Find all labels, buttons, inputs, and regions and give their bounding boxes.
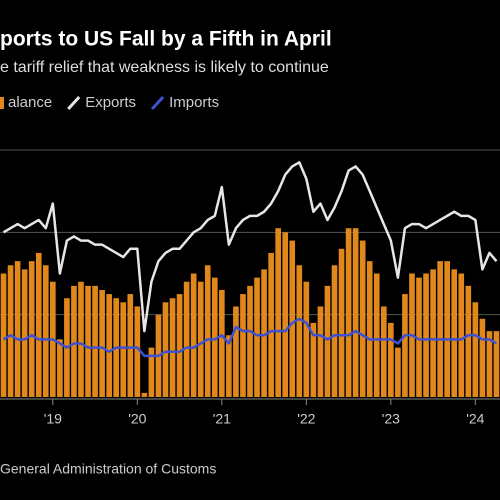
bar	[479, 318, 486, 397]
bar	[190, 273, 197, 397]
bar	[472, 302, 479, 397]
bar	[317, 306, 324, 397]
bar	[451, 269, 458, 397]
bar	[85, 285, 91, 397]
bar	[331, 265, 338, 397]
bar	[289, 240, 296, 397]
bar	[204, 265, 211, 397]
legend: alance Exports Imports	[0, 94, 219, 111]
bar	[28, 261, 35, 397]
line	[2, 317, 498, 358]
bar	[465, 285, 472, 397]
bar	[99, 289, 105, 397]
x-tick-label: '20	[128, 411, 146, 427]
bar	[261, 269, 267, 397]
bar	[162, 302, 169, 397]
bar	[233, 306, 239, 397]
chart-title: ports to US Fall by a Fifth in April	[0, 28, 332, 51]
bar	[324, 285, 331, 397]
bar	[493, 331, 500, 397]
bar	[226, 335, 232, 397]
bar	[275, 228, 281, 397]
bar	[352, 228, 359, 397]
line	[2, 161, 498, 333]
bar	[169, 298, 176, 397]
bar	[134, 306, 141, 397]
bar	[219, 289, 225, 397]
bar	[296, 265, 303, 397]
bar	[240, 294, 246, 397]
bar	[444, 261, 450, 397]
bar	[14, 261, 21, 397]
bar	[345, 228, 352, 397]
bar	[120, 302, 127, 397]
bar	[78, 281, 84, 397]
bar	[211, 277, 218, 397]
bar	[127, 294, 134, 397]
bar	[254, 277, 260, 397]
bar	[486, 331, 493, 397]
bar	[437, 261, 443, 397]
bar	[106, 294, 112, 397]
legend-swatch	[150, 95, 165, 111]
bar	[141, 392, 148, 397]
bar	[310, 322, 317, 397]
bar	[416, 277, 422, 397]
bar	[176, 294, 183, 397]
source: General Administration of Customs	[0, 461, 216, 477]
bar	[380, 306, 387, 397]
bar	[430, 269, 436, 397]
bar	[21, 269, 28, 397]
bar	[282, 232, 289, 397]
chart-subtitle: e tariff relief that weakness is likely …	[0, 59, 329, 76]
bar	[458, 273, 465, 397]
bar	[197, 281, 204, 397]
legend-swatch	[67, 95, 81, 111]
legend-label: Imports	[169, 94, 219, 111]
bar	[268, 252, 274, 397]
legend-swatch	[0, 97, 4, 109]
bar	[247, 285, 253, 397]
x-tick-label: '23	[382, 411, 400, 427]
bar	[388, 322, 394, 397]
bar	[373, 273, 380, 397]
bar	[303, 281, 310, 397]
x-tick-label: '22	[297, 411, 315, 427]
bar	[92, 285, 98, 397]
bar	[366, 261, 373, 397]
bar	[395, 347, 401, 397]
legend-label: Exports	[85, 94, 136, 111]
bar	[35, 252, 42, 397]
bar	[57, 339, 63, 397]
bar	[0, 273, 7, 397]
x-tick-label: '19	[44, 411, 62, 427]
bar	[423, 273, 429, 397]
bar	[183, 281, 190, 397]
bar	[7, 265, 14, 397]
x-tick-label: '24	[466, 411, 484, 427]
bar	[359, 240, 366, 397]
bar	[338, 248, 345, 397]
bar	[42, 265, 49, 397]
legend-label: alance	[8, 94, 52, 111]
bar	[148, 347, 155, 397]
bar	[402, 294, 408, 397]
x-tick-label: '21	[213, 411, 231, 427]
bar	[71, 285, 77, 397]
